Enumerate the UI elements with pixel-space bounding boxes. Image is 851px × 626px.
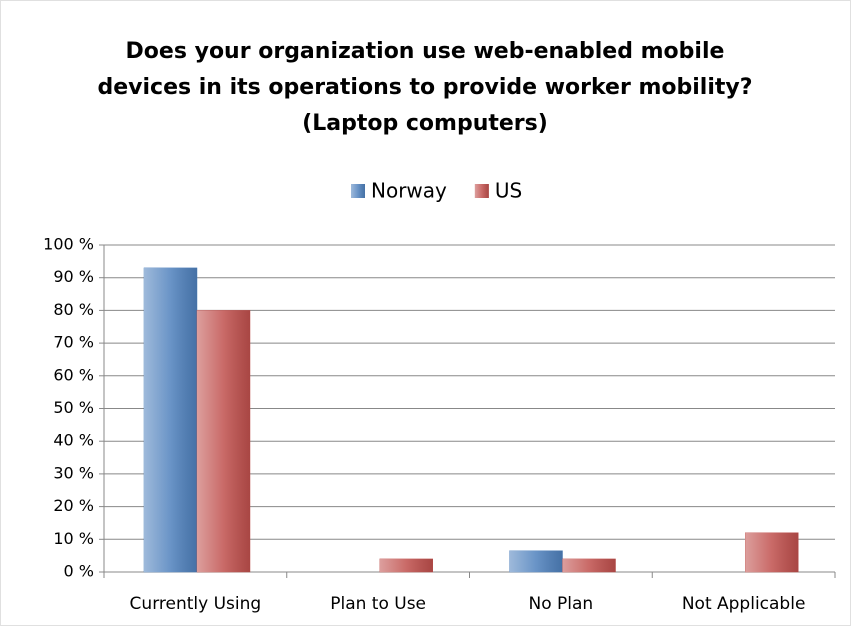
y-tick-label: 90 % bbox=[53, 267, 94, 286]
y-tick-label: 50 % bbox=[53, 398, 94, 417]
x-tick-label: Currently Using bbox=[130, 594, 262, 614]
legend-label: Norway bbox=[371, 179, 447, 203]
bar-shine bbox=[379, 558, 433, 572]
y-tick-label: 60 % bbox=[53, 365, 94, 384]
y-tick-label: 10 % bbox=[53, 529, 94, 548]
y-tick-label: 100 % bbox=[43, 235, 94, 254]
chart-title: devices in its operations to provide wor… bbox=[97, 75, 752, 100]
x-tick-label: Not Applicable bbox=[682, 594, 806, 614]
y-tick-label: 40 % bbox=[53, 431, 94, 450]
y-tick-label: 70 % bbox=[53, 333, 94, 352]
bar-shine bbox=[197, 310, 250, 572]
y-tick-label: 30 % bbox=[53, 463, 94, 482]
chart-title: (Laptop computers) bbox=[302, 111, 548, 136]
chart-title: Does your organization use web-enabled m… bbox=[126, 39, 725, 64]
x-tick-label: Plan to Use bbox=[330, 594, 426, 614]
x-tick-label: No Plan bbox=[529, 594, 594, 614]
legend-label: US bbox=[495, 179, 522, 203]
y-tick-label: 80 % bbox=[53, 300, 94, 319]
bar-shine bbox=[745, 532, 799, 572]
bar-shine bbox=[509, 550, 563, 572]
legend-swatch-shine bbox=[474, 184, 489, 198]
bar-shine bbox=[144, 267, 197, 572]
y-tick-label: 0 % bbox=[64, 562, 94, 581]
bar-shine bbox=[562, 558, 616, 572]
legend-swatch-shine bbox=[351, 184, 365, 198]
y-tick-label: 20 % bbox=[53, 496, 94, 515]
